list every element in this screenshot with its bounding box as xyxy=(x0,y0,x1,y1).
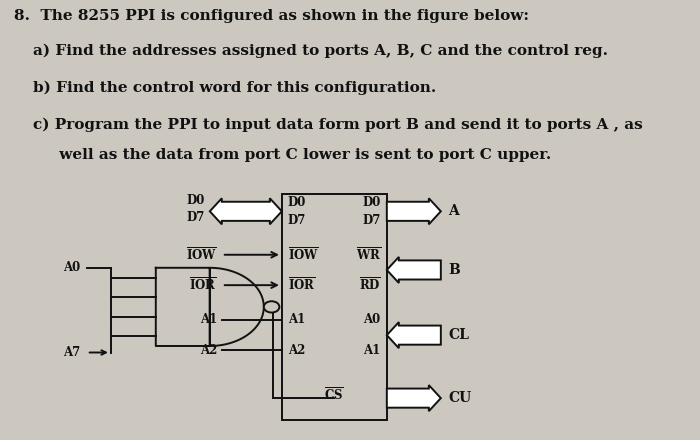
Bar xyxy=(282,194,387,420)
Text: 8.  The 8255 PPI is configured as shown in the figure below:: 8. The 8255 PPI is configured as shown i… xyxy=(13,9,528,23)
Text: B: B xyxy=(448,263,460,277)
Text: D0: D0 xyxy=(363,196,381,209)
Text: D0: D0 xyxy=(288,196,306,209)
Text: CL: CL xyxy=(448,328,469,342)
Text: A1: A1 xyxy=(363,344,381,357)
Polygon shape xyxy=(387,322,441,348)
Polygon shape xyxy=(387,257,441,283)
Text: A2: A2 xyxy=(288,344,305,357)
Text: $\overline{\mathregular{CS}}$: $\overline{\mathregular{CS}}$ xyxy=(324,386,344,403)
Text: $\overline{\mathregular{IOW}}$: $\overline{\mathregular{IOW}}$ xyxy=(186,246,217,263)
Polygon shape xyxy=(210,198,282,224)
Text: $\overline{\mathregular{WR}}$: $\overline{\mathregular{WR}}$ xyxy=(356,246,381,263)
Text: D7: D7 xyxy=(288,213,306,227)
Text: well as the data from port C lower is sent to port C upper.: well as the data from port C lower is se… xyxy=(33,148,551,162)
Text: b) Find the control word for this configuration.: b) Find the control word for this config… xyxy=(33,81,436,95)
Text: A1: A1 xyxy=(199,313,217,326)
Text: A0: A0 xyxy=(363,313,381,326)
Text: A: A xyxy=(448,204,458,218)
Polygon shape xyxy=(387,385,441,411)
Text: $\overline{\mathregular{IOR}}$: $\overline{\mathregular{IOR}}$ xyxy=(190,277,217,293)
Text: D0: D0 xyxy=(187,194,205,207)
Polygon shape xyxy=(387,198,441,224)
Text: c) Program the PPI to input data form port B and send it to ports A , as: c) Program the PPI to input data form po… xyxy=(33,118,643,132)
Text: D7: D7 xyxy=(187,211,205,224)
Text: a) Find the addresses assigned to ports A, B, C and the control reg.: a) Find the addresses assigned to ports … xyxy=(33,44,608,59)
Text: A7: A7 xyxy=(64,346,80,359)
Text: $\overline{\mathregular{IOR}}$: $\overline{\mathregular{IOR}}$ xyxy=(288,277,315,293)
Text: A2: A2 xyxy=(199,344,217,357)
Text: D7: D7 xyxy=(363,213,381,227)
Text: A0: A0 xyxy=(64,261,80,274)
Text: $\overline{\mathregular{IOW}}$: $\overline{\mathregular{IOW}}$ xyxy=(288,246,319,263)
Circle shape xyxy=(264,301,279,312)
Text: A1: A1 xyxy=(288,313,305,326)
Text: CU: CU xyxy=(448,391,471,405)
Text: $\overline{\mathregular{RD}}$: $\overline{\mathregular{RD}}$ xyxy=(359,277,381,293)
